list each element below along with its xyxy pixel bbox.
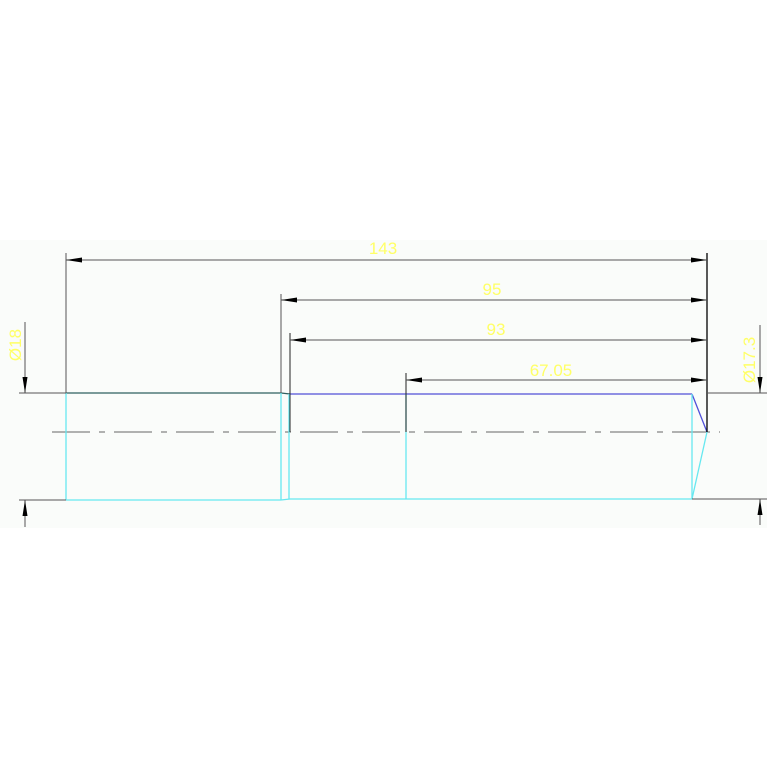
chamfer-top [691,393,708,433]
dimension-label-diameter-17-3: Ø17.3 [740,337,759,383]
dimension-93: 93 [290,320,707,343]
dimension-label-95: 95 [483,280,502,299]
dimension-label-93: 93 [487,320,506,339]
dimension-67-05: 67.05 [406,361,707,383]
dimension-label-143: 143 [369,239,397,258]
model-space-background [0,240,767,528]
shaft-outline [65,392,708,501]
step-edge [280,392,291,395]
dimension-diameter-18: Ø18 [6,322,28,527]
dimension-diameter-17-3: Ø17.3 [740,325,763,525]
dimension-label-67-05: 67.05 [530,361,573,380]
dimension-95: 95 [281,280,707,303]
extension-lines [19,253,767,501]
bottom-step [280,498,291,501]
dimension-label-diameter-18: Ø18 [6,329,25,361]
dimension-143: 143 [66,239,707,263]
chamfer-bottom [691,431,708,500]
